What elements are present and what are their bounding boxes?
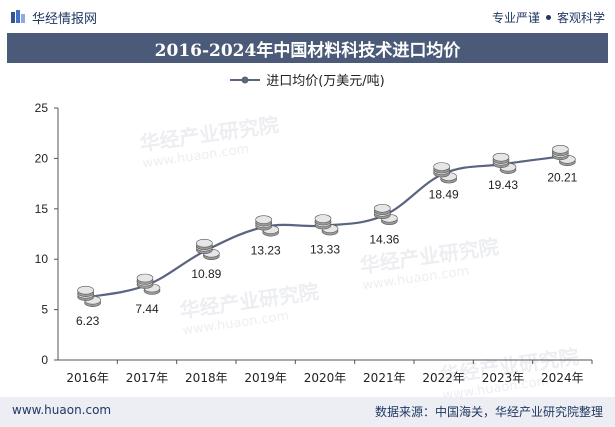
- slogan: 专业严谨 客观科学: [492, 9, 605, 26]
- footer-website[interactable]: www.huaon.com: [12, 403, 112, 417]
- x-tick-label: 2021年: [363, 371, 406, 385]
- data-point-marker: [374, 203, 398, 226]
- title-bar: 2016-2024年中国材料科技术进口均价: [7, 33, 608, 63]
- data-label: 6.23: [76, 314, 100, 328]
- x-tick-label: 2017年: [126, 371, 169, 385]
- data-label: 20.21: [547, 170, 577, 184]
- y-tick-label: 25: [35, 101, 49, 115]
- slogan-left: 专业严谨: [491, 11, 540, 25]
- data-label: 13.23: [251, 244, 281, 258]
- brand-name: 华经情报网: [32, 12, 98, 27]
- x-tick-label: 2016年: [66, 371, 109, 385]
- y-tick-label: 20: [35, 151, 49, 165]
- y-tick-label: 5: [41, 303, 48, 317]
- footer-bar: www.huaon.com 数据来源：中国海关，华经产业研究院整理: [0, 397, 615, 427]
- data-label: 13.33: [310, 243, 340, 257]
- data-point-marker: [77, 285, 101, 308]
- data-label: 19.43: [488, 178, 518, 192]
- slogan-right: 客观科学: [556, 11, 605, 25]
- data-label: 18.49: [429, 188, 459, 202]
- legend-label: 进口均价(万美元/吨): [266, 74, 385, 89]
- y-tick-label: 10: [35, 252, 49, 266]
- y-tick-label: 15: [35, 202, 49, 216]
- chart-title: 2016-2024年中国材料科技术进口均价: [154, 40, 461, 61]
- x-tick-label: 2020年: [304, 371, 347, 385]
- x-tick-label: 2018年: [185, 371, 228, 385]
- data-label: 7.44: [135, 302, 159, 316]
- header-bar: 华经情报网 专业严谨 客观科学: [0, 0, 615, 33]
- x-tick-label: 2022年: [422, 371, 465, 385]
- data-point-marker: [492, 152, 517, 174]
- x-tick-label: 2024年: [541, 371, 584, 385]
- y-tick-label: 0: [41, 353, 48, 367]
- brand-logo-icon: [11, 10, 25, 23]
- footer-source: 数据来源：中国海关，华经产业研究院整理: [374, 405, 603, 419]
- chart-legend: 进口均价(万美元/吨): [0, 70, 615, 89]
- data-point-marker: [314, 214, 339, 236]
- data-point-marker: [196, 238, 220, 261]
- data-point-marker: [136, 273, 161, 295]
- dot-icon: [545, 15, 551, 20]
- x-tick-label: 2019年: [244, 371, 287, 385]
- legend-line-icon: [230, 76, 261, 83]
- data-label: 14.36: [369, 232, 399, 246]
- data-point-marker: [552, 144, 576, 167]
- x-tick-label: 2023年: [482, 371, 525, 385]
- data-label: 10.89: [191, 267, 221, 281]
- data-point-marker: [433, 162, 457, 184]
- data-point-marker: [255, 215, 279, 237]
